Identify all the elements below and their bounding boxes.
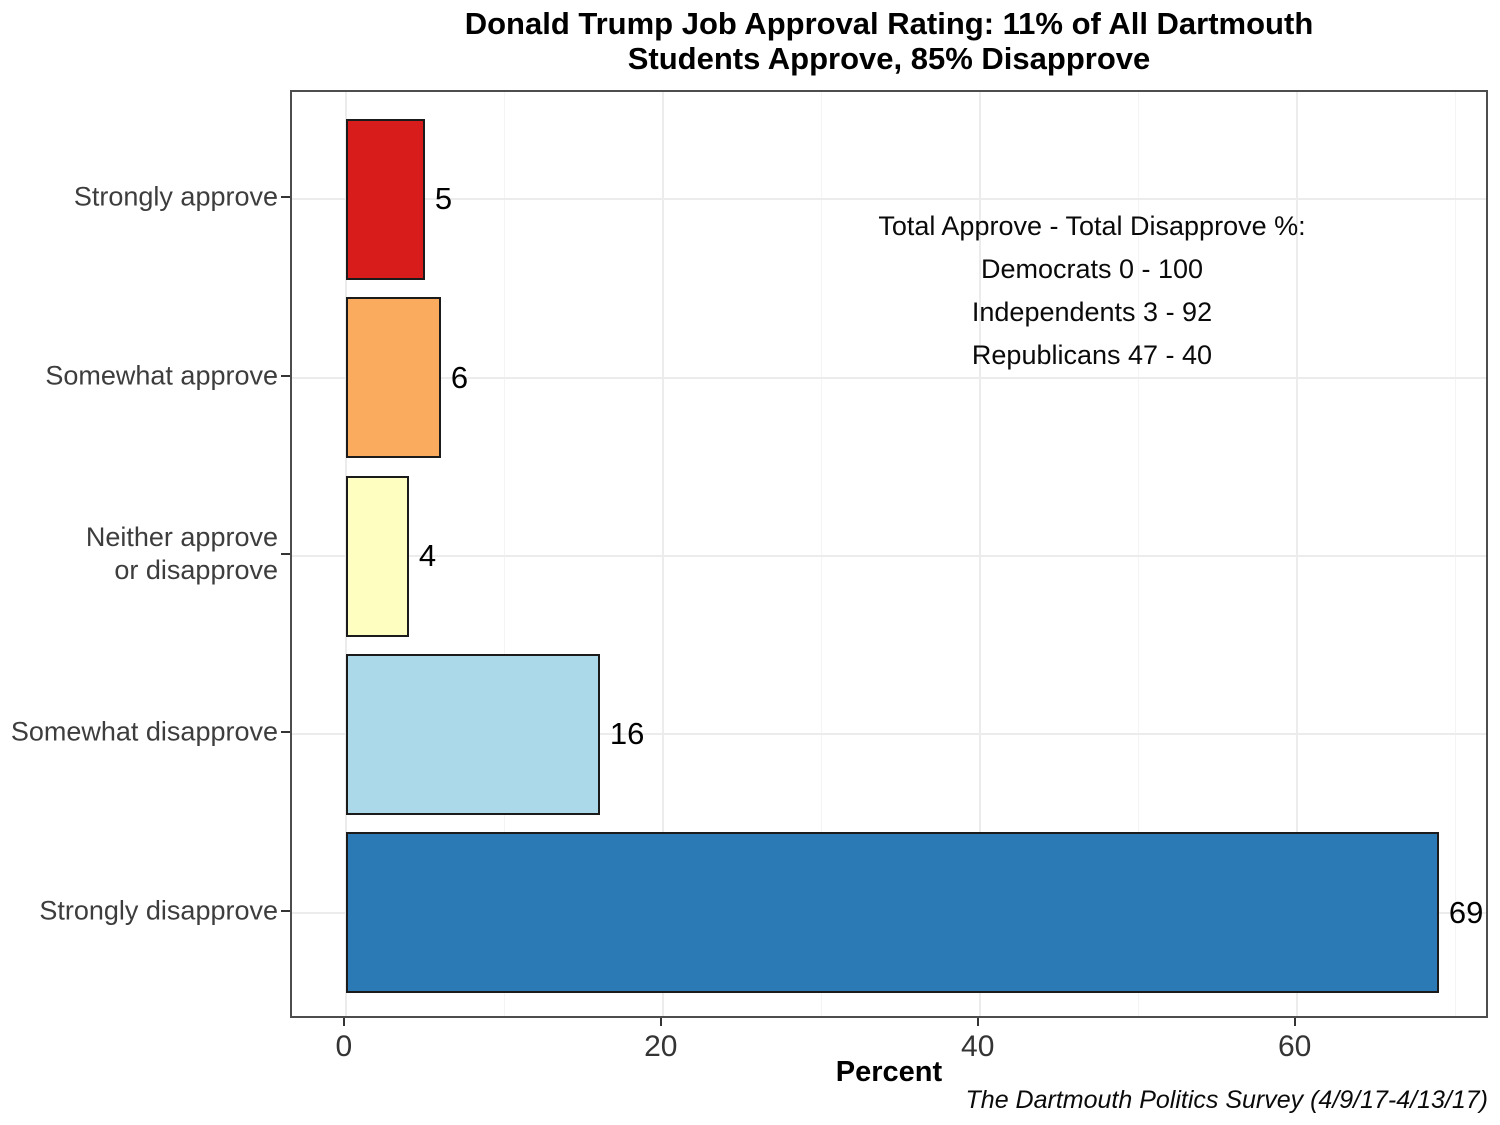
y-axis-label: Strongly disapprove: [39, 895, 278, 926]
gridline-minor-vertical: [820, 92, 822, 1016]
gridline-major-vertical: [661, 92, 664, 1016]
x-axis-title: Percent: [835, 1056, 943, 1088]
chart-title-line2: Students Approve, 85% Disapprove: [627, 41, 1151, 76]
y-axis-tick: [281, 553, 290, 555]
y-axis-label: Neither approve or disapprove: [85, 522, 278, 585]
x-axis-tick-label: 20: [644, 1030, 678, 1063]
gridline-major-horizontal: [292, 733, 1486, 736]
x-axis-tick-label: 60: [1277, 1030, 1312, 1063]
y-axis-tick: [281, 731, 290, 734]
bar-value-label: 4: [418, 538, 437, 573]
gridline-minor-vertical: [503, 92, 505, 1016]
y-axis-label: Strongly approve: [73, 181, 278, 212]
gridline-major-vertical: [1295, 92, 1298, 1016]
gridline-minor-vertical: [1454, 92, 1456, 1016]
bar-value-label: 69: [1448, 894, 1484, 930]
bars-layer: 5 6 4 16 69: [292, 92, 1486, 1016]
x-axis-tick: [976, 1018, 979, 1026]
annotation-line-republicans: Republicans 47 - 40: [971, 340, 1213, 370]
x-axis-tick: [1293, 1018, 1296, 1026]
annotation-line-independents: Independents 3 - 92: [971, 297, 1213, 327]
gridline-major-horizontal: [292, 198, 1486, 201]
x-axis-tick: [659, 1018, 662, 1026]
x-axis-tick-label: 0: [335, 1030, 353, 1063]
bar-strongly-approve: [345, 119, 425, 280]
gridline-minor-vertical: [1137, 92, 1139, 1016]
plot-panel: 5 6 4 16 69 Total Approve - Total Disapprove…: [290, 90, 1488, 1018]
annotation-line-democrats: Democrats 0 - 100: [980, 254, 1204, 284]
gridline-major-horizontal: [292, 555, 1486, 557]
bar-somewhat-approve: [345, 297, 441, 458]
bar-somewhat-disapprove: [345, 654, 600, 815]
x-axis-tick: [342, 1018, 345, 1026]
x-axis-tick-label: 40: [961, 1030, 995, 1063]
bar-value-label: 16: [609, 716, 645, 752]
annotation-block: Total Approve - Total Disapprove %: Demo…: [878, 205, 1305, 377]
bar-value-label: 5: [434, 181, 453, 217]
y-axis-tick: [281, 196, 290, 199]
chart-title-line1: Donald Trump Job Approval Rating: 11% of…: [464, 6, 1314, 41]
chart-title: Donald Trump Job Approval Rating: 11% of…: [290, 6, 1488, 76]
gridline-major-vertical: [978, 92, 981, 1016]
bar-strongly-disapprove: [345, 832, 1439, 993]
annotation-heading: Total Approve - Total Disapprove %:: [878, 211, 1306, 241]
caption: The Dartmouth Politics Survey (4/9/17-4/…: [965, 1086, 1488, 1114]
bar-neither-approve-or-disapprove: [345, 476, 409, 637]
y-axis-tick: [281, 374, 290, 377]
y-axis-label: Somewhat disapprove: [10, 716, 278, 747]
y-axis-tick: [281, 909, 290, 912]
bar-value-label: 6: [450, 359, 469, 395]
gridline-major-horizontal: [292, 376, 1486, 379]
y-axis-label: Somewhat approve: [45, 360, 278, 391]
